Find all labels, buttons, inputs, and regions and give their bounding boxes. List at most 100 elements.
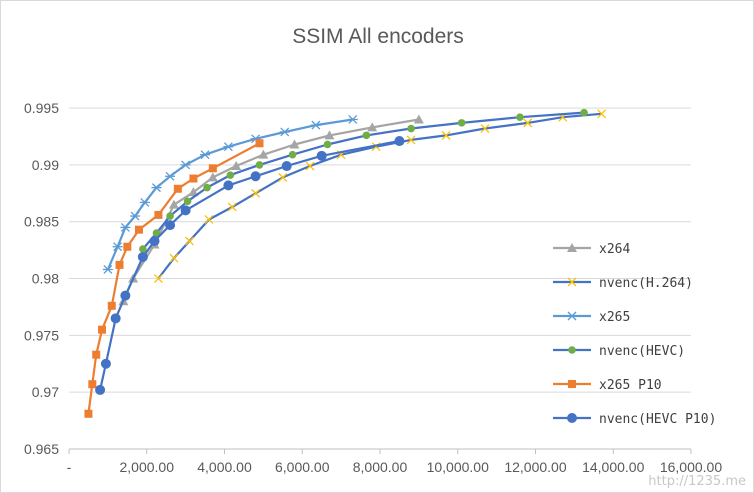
legend-swatch-marker xyxy=(567,413,577,423)
series-3 xyxy=(139,108,588,253)
legend-item: nvenc(HEVC) xyxy=(553,344,685,359)
data-point xyxy=(134,225,143,234)
x-tick-label: 12,000.00 xyxy=(504,459,566,475)
data-point xyxy=(207,172,218,182)
data-point xyxy=(227,202,237,212)
y-tick-label: 0.97 xyxy=(32,384,59,400)
legend-item: nvenc(H.264) xyxy=(553,276,693,291)
data-point xyxy=(367,122,378,132)
data-point xyxy=(115,260,124,269)
data-point xyxy=(523,118,533,128)
data-point xyxy=(152,229,161,237)
data-point xyxy=(84,409,93,418)
series-0 xyxy=(118,114,424,306)
legend-swatch-marker xyxy=(567,277,577,287)
data-point xyxy=(139,197,150,207)
series-line xyxy=(157,112,602,280)
legend-label: nvenc(H.264) xyxy=(599,276,693,291)
data-point xyxy=(200,150,211,160)
data-point xyxy=(223,142,234,152)
data-point xyxy=(251,188,261,198)
x-tick-label: 14,000.00 xyxy=(582,459,644,475)
legend-swatch-marker xyxy=(567,311,577,321)
data-point xyxy=(92,350,101,359)
data-point xyxy=(316,150,327,161)
data-point xyxy=(305,161,315,171)
legend-label: x265 P10 xyxy=(599,378,662,393)
data-point xyxy=(255,161,264,169)
data-point xyxy=(110,313,121,324)
y-tick-label: 0.975 xyxy=(24,327,59,343)
data-point xyxy=(180,205,191,216)
y-tick-label: 0.985 xyxy=(24,214,59,230)
data-point xyxy=(457,119,466,127)
data-point xyxy=(123,242,132,251)
data-point xyxy=(130,211,141,221)
legend-item: x265 xyxy=(553,310,630,325)
series-5 xyxy=(95,136,405,395)
data-point xyxy=(185,236,194,246)
data-point xyxy=(323,140,332,149)
data-point xyxy=(441,130,451,140)
data-point xyxy=(324,130,335,140)
data-point xyxy=(183,197,192,206)
data-point xyxy=(100,358,111,369)
data-point xyxy=(310,120,321,130)
data-point xyxy=(231,161,242,171)
data-point xyxy=(480,124,490,134)
data-point xyxy=(173,184,182,193)
data-point xyxy=(149,236,160,247)
data-point xyxy=(153,274,163,284)
series-line xyxy=(99,139,400,391)
data-point xyxy=(165,220,176,231)
data-point xyxy=(180,160,191,170)
data-point xyxy=(166,212,174,220)
gridlines xyxy=(69,107,691,450)
x-axis: - 2,000.00 4,000.00 6,000.00 8,000.00 10,000.… xyxy=(67,448,722,475)
data-point xyxy=(223,180,234,191)
data-point xyxy=(226,171,235,179)
data-point xyxy=(112,242,123,252)
data-point xyxy=(347,114,358,124)
chart-title: SSIM All encoders xyxy=(292,25,464,48)
data-point xyxy=(394,136,405,147)
data-point xyxy=(137,251,148,262)
x-tick-label: 10,000.00 xyxy=(427,459,489,475)
y-tick-label: 0.98 xyxy=(32,271,59,287)
data-point xyxy=(95,384,106,395)
data-point xyxy=(278,172,288,182)
data-point xyxy=(98,325,107,334)
data-point xyxy=(258,149,269,159)
data-point xyxy=(208,164,217,173)
legend-label: x265 xyxy=(599,310,630,325)
x-tick-label: 2,000.00 xyxy=(120,459,175,475)
data-point xyxy=(279,127,290,137)
y-axis: 0.965 0.97 0.975 0.98 0.985 0.99 0.995 xyxy=(24,100,59,457)
data-point xyxy=(255,139,264,148)
x-tick-label: 6,000.00 xyxy=(275,459,330,475)
series-line xyxy=(122,118,420,302)
legend-swatch-marker xyxy=(568,380,576,388)
data-point xyxy=(120,222,131,232)
legend-item: x265 P10 xyxy=(553,378,662,393)
legend-item: nvenc(HEVC P10) xyxy=(553,412,716,427)
legend-item: x264 xyxy=(553,242,630,257)
legend-label: nvenc(HEVC) xyxy=(599,344,685,359)
data-point xyxy=(362,131,371,140)
data-point xyxy=(597,109,607,119)
data-point xyxy=(188,187,199,197)
x-tick-label: 16,000.00 xyxy=(660,459,722,475)
legend-label: x264 xyxy=(599,242,630,257)
data-point xyxy=(189,174,198,183)
series-2 xyxy=(102,114,358,274)
data-point xyxy=(407,124,415,133)
legend-swatch-marker xyxy=(568,346,576,354)
y-tick-label: 0.99 xyxy=(32,157,59,173)
data-point xyxy=(139,245,147,253)
y-tick-label: 0.995 xyxy=(24,100,59,116)
legend-swatch-marker xyxy=(567,243,577,252)
data-point xyxy=(165,171,176,181)
data-point xyxy=(413,114,424,124)
legend-label: nvenc(HEVC P10) xyxy=(599,412,716,427)
